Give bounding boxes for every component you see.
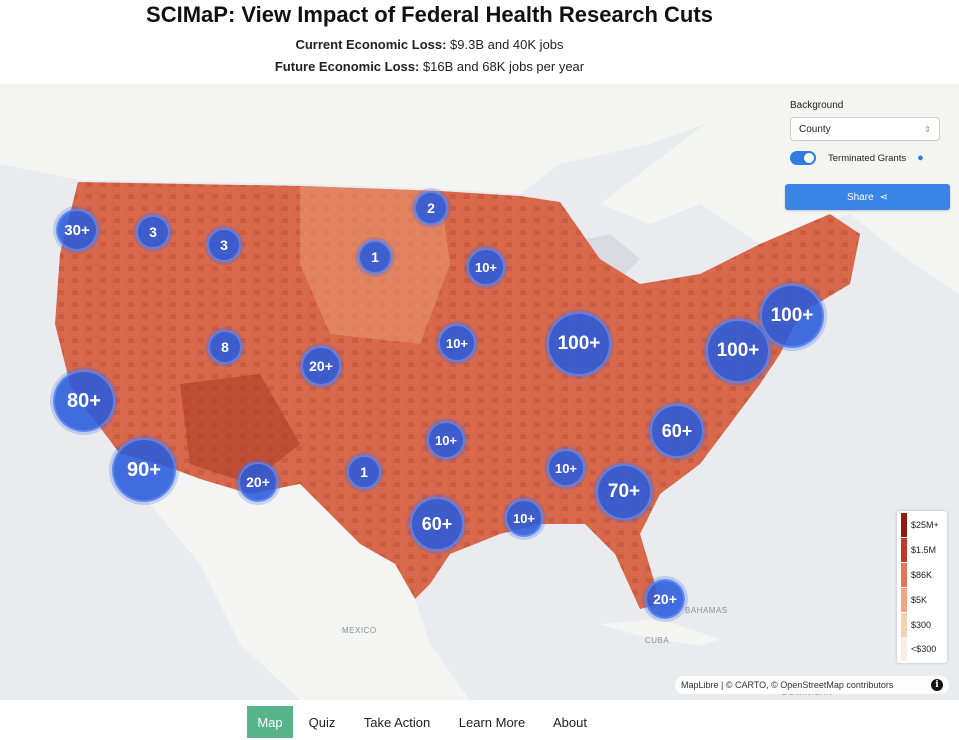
map-canvas[interactable]: MEXICO BAHAMAS CUBA DOMINICAN 30+ 3 3 2 …: [0, 84, 959, 700]
cluster-marker[interactable]: 3: [136, 215, 170, 249]
cluster-marker[interactable]: 100+: [547, 312, 611, 376]
cluster-marker[interactable]: 1: [358, 240, 392, 274]
cluster-marker[interactable]: 70+: [596, 464, 652, 520]
mexico-land: [120, 454, 470, 700]
legend-swatch: [901, 637, 907, 661]
background-select-value: County: [799, 123, 831, 135]
cluster-marker[interactable]: 60+: [410, 497, 464, 551]
southwest-region: [180, 374, 300, 484]
bottom-nav: Map Quiz Take Action Learn More About: [0, 700, 959, 740]
cluster-marker[interactable]: 2: [414, 191, 448, 225]
map-controls: Background County ⇕ Terminated Grants ●: [790, 100, 950, 165]
nav-item-quiz[interactable]: Quiz: [308, 714, 336, 730]
share-label: Share: [846, 191, 874, 203]
cluster-marker[interactable]: 10+: [505, 499, 543, 537]
cluster-marker[interactable]: 60+: [650, 404, 704, 458]
background-label: Background: [790, 100, 844, 111]
us-counties: [55, 182, 860, 609]
cluster-marker[interactable]: 10+: [427, 421, 465, 459]
cluster-marker[interactable]: 20+: [238, 462, 278, 502]
nav-item-take-action[interactable]: Take Action: [363, 714, 431, 730]
legend-swatch: [901, 613, 907, 637]
current-loss-value: $9.3B and 40K jobs: [450, 37, 564, 52]
map-basemap: [0, 84, 959, 700]
attribution-text: MapLibre | © CARTO, © OpenStreetMap cont…: [681, 680, 894, 690]
terminated-grants-label: Terminated Grants: [828, 152, 907, 164]
cluster-marker[interactable]: 100+: [706, 319, 770, 383]
cluster-marker[interactable]: 80+: [53, 370, 115, 432]
legend-swatch: [901, 513, 907, 537]
future-loss-line: Future Economic Loss: $16B and 68K jobs …: [0, 59, 859, 74]
legend-item: $300: [901, 613, 931, 637]
legend-item: <$300: [901, 637, 936, 661]
legend-label: <$300: [911, 644, 937, 654]
legend-label: $25M+: [911, 520, 939, 530]
cluster-marker[interactable]: 1: [347, 455, 381, 489]
legend-item: $1.5M: [901, 538, 936, 562]
current-loss-label: Current Economic Loss:: [295, 37, 447, 52]
terminated-grants-toggle[interactable]: [790, 151, 816, 165]
nav-item-map[interactable]: Map: [247, 706, 293, 738]
cluster-marker[interactable]: 3: [207, 228, 241, 262]
legend-item: $5K: [901, 588, 927, 612]
choropleth-legend: $25M+ $1.5M $86K $5K $300 <$300: [897, 511, 947, 663]
cluster-marker[interactable]: 10+: [547, 449, 585, 487]
background-select[interactable]: County ⇕: [790, 117, 940, 141]
share-icon: ⋖: [879, 191, 889, 203]
legend-item: $86K: [901, 563, 932, 587]
legend-label: $1.5M: [911, 545, 937, 555]
cluster-marker[interactable]: 20+: [301, 346, 341, 386]
future-loss-value: $16B and 68K jobs per year: [422, 59, 585, 74]
cuba-label: CUBA: [645, 636, 670, 645]
info-icon[interactable]: i: [931, 679, 943, 691]
select-arrows-icon: ⇕: [924, 124, 931, 134]
legend-label: $300: [911, 620, 932, 630]
map-attribution: MapLibre | © CARTO, © OpenStreetMap cont…: [675, 676, 949, 694]
legend-swatch: [901, 563, 907, 587]
current-loss-line: Current Economic Loss: $9.3B and 40K job…: [0, 37, 859, 52]
share-button[interactable]: Share ⋖: [785, 184, 950, 210]
bahamas-label: BAHAMAS: [685, 606, 728, 615]
cluster-marker[interactable]: 20+: [645, 579, 685, 619]
mexico-label: MEXICO: [342, 626, 377, 635]
map-pin-icon: ●: [917, 152, 924, 164]
cluster-marker[interactable]: 10+: [438, 324, 476, 362]
nav-item-about[interactable]: About: [553, 714, 587, 730]
legend-label: $5K: [911, 595, 928, 605]
legend-label: $86K: [911, 570, 933, 580]
cluster-marker[interactable]: 30+: [56, 209, 98, 251]
cluster-marker[interactable]: 90+: [112, 438, 176, 502]
cuba-land: [600, 619, 720, 646]
cluster-marker[interactable]: 10+: [467, 248, 505, 286]
legend-item: $25M+: [901, 513, 939, 537]
canada-land: [0, 84, 705, 194]
future-loss-label: Future Economic Loss:: [274, 59, 420, 74]
legend-swatch: [901, 538, 907, 562]
cluster-marker[interactable]: 100+: [760, 284, 824, 348]
legend-swatch: [901, 588, 907, 612]
page-title: SCIMaP: View Impact of Federal Health Re…: [146, 2, 713, 27]
nav-item-learn-more[interactable]: Learn More: [458, 714, 526, 730]
terminated-grants-row: Terminated Grants ●: [790, 151, 950, 165]
header: SCIMaP: View Impact of Federal Health Re…: [0, 0, 959, 84]
cluster-marker[interactable]: 8: [208, 330, 242, 364]
